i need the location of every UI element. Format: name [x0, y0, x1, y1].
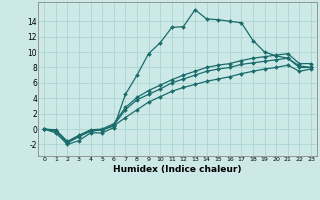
X-axis label: Humidex (Indice chaleur): Humidex (Indice chaleur) — [113, 165, 242, 174]
